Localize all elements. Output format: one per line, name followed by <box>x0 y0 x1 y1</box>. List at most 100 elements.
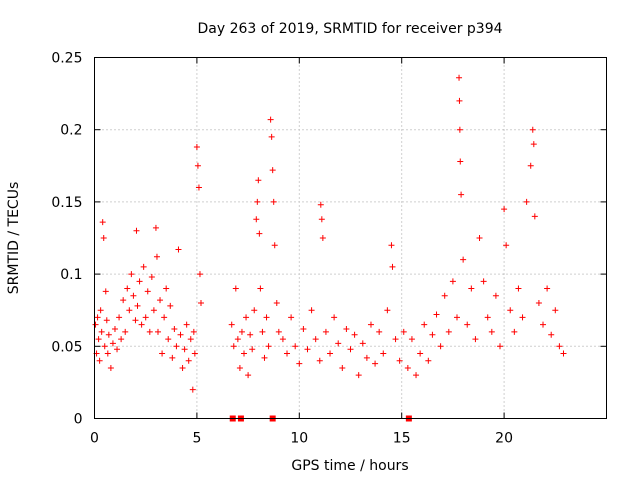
data-point <box>150 307 157 314</box>
data-point <box>367 321 374 328</box>
data-point <box>183 321 190 328</box>
data-point <box>271 242 278 249</box>
x-tick-label: 15 <box>393 431 411 447</box>
data-point <box>126 307 133 314</box>
data-point <box>100 235 107 241</box>
data-point <box>527 162 534 169</box>
data-point <box>249 346 256 353</box>
data-point <box>171 325 178 332</box>
data-point <box>359 340 366 347</box>
y-tick-label: 0.25 <box>51 51 82 67</box>
data-point <box>142 314 149 321</box>
data-point <box>279 336 286 343</box>
data-point <box>236 364 243 371</box>
data-point <box>254 198 261 205</box>
data-point <box>169 354 176 361</box>
data-point <box>154 328 161 335</box>
data-point <box>159 350 166 357</box>
data-point <box>179 364 186 371</box>
data-point <box>408 336 415 343</box>
x-axis-label: GPS time / hours <box>291 458 408 474</box>
data-point <box>433 311 440 318</box>
data-point <box>552 307 559 314</box>
data-point <box>245 372 252 379</box>
data-point <box>243 314 250 321</box>
data-point <box>96 357 103 364</box>
data-point <box>388 242 395 249</box>
data-point <box>441 292 448 299</box>
data-point <box>238 328 245 335</box>
data-point <box>425 357 432 364</box>
data-point <box>413 372 420 379</box>
data-point <box>181 346 188 353</box>
x-tick-label: 0 <box>90 431 99 447</box>
data-point <box>421 321 428 328</box>
data-point <box>392 336 399 343</box>
data-point <box>363 354 370 361</box>
data-point <box>501 206 508 213</box>
data-point <box>296 360 303 367</box>
data-point <box>140 263 147 270</box>
data-point <box>316 357 323 364</box>
data-point <box>304 346 311 353</box>
data-point <box>396 357 403 364</box>
grid-lines <box>94 57 607 419</box>
data-point <box>472 336 479 343</box>
axis-tick-labels: 0 5 10 15 20 0 0.05 0.1 0.15 0.2 0.25 <box>51 51 513 447</box>
data-point <box>165 336 172 343</box>
data-point <box>136 278 143 285</box>
data-point <box>273 299 280 306</box>
y-tick-label: 0.15 <box>51 195 82 211</box>
data-point <box>464 321 471 328</box>
data-point <box>351 331 358 338</box>
data-point <box>288 314 295 321</box>
data-point <box>230 343 237 350</box>
data-point <box>284 350 291 357</box>
data-point <box>476 235 483 241</box>
data-point <box>234 336 241 343</box>
data-point <box>275 328 282 335</box>
data-point <box>460 256 467 263</box>
data-point <box>105 331 112 338</box>
data-point <box>449 278 456 285</box>
data-point <box>109 340 116 347</box>
data-point <box>148 273 155 280</box>
data-point <box>453 314 460 321</box>
data-point <box>111 325 118 332</box>
data-point <box>468 285 475 292</box>
data-point <box>116 314 123 321</box>
data-point <box>319 235 326 241</box>
y-tick-label: 0 <box>74 412 83 428</box>
data-point <box>292 343 299 350</box>
data-point <box>241 350 248 357</box>
data-point <box>400 328 407 335</box>
data-points <box>92 74 567 422</box>
data-point <box>535 299 542 306</box>
data-point <box>161 314 168 321</box>
data-point <box>173 343 180 350</box>
data-point <box>503 242 510 249</box>
data-point <box>488 328 495 335</box>
data-point <box>197 299 204 306</box>
data-point <box>389 263 396 270</box>
data-point <box>232 285 239 292</box>
data-point <box>343 325 350 332</box>
data-point <box>130 292 137 299</box>
data-point <box>114 346 121 353</box>
data-point <box>104 350 111 357</box>
data-point <box>417 350 424 357</box>
data-point <box>144 288 151 295</box>
data-point <box>253 216 260 223</box>
x-tick-label: 20 <box>495 431 513 447</box>
data-point <box>355 372 362 379</box>
data-point <box>445 328 452 335</box>
data-point <box>327 350 334 357</box>
y-tick-label: 0.1 <box>60 267 82 283</box>
data-point <box>128 271 135 278</box>
data-point <box>185 357 192 364</box>
data-point <box>256 230 263 237</box>
data-point <box>132 317 139 324</box>
data-point <box>456 126 463 133</box>
data-point <box>429 331 436 338</box>
y-tick-label: 0.05 <box>51 339 82 355</box>
